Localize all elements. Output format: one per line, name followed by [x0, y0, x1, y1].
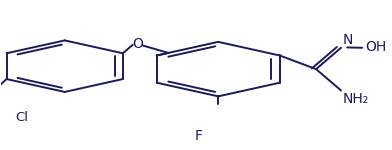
Text: OH: OH: [365, 40, 387, 54]
Text: N: N: [343, 33, 353, 47]
Text: F: F: [195, 129, 203, 143]
Text: O: O: [132, 37, 143, 51]
Text: Cl: Cl: [15, 111, 28, 124]
Text: NH₂: NH₂: [343, 92, 369, 106]
